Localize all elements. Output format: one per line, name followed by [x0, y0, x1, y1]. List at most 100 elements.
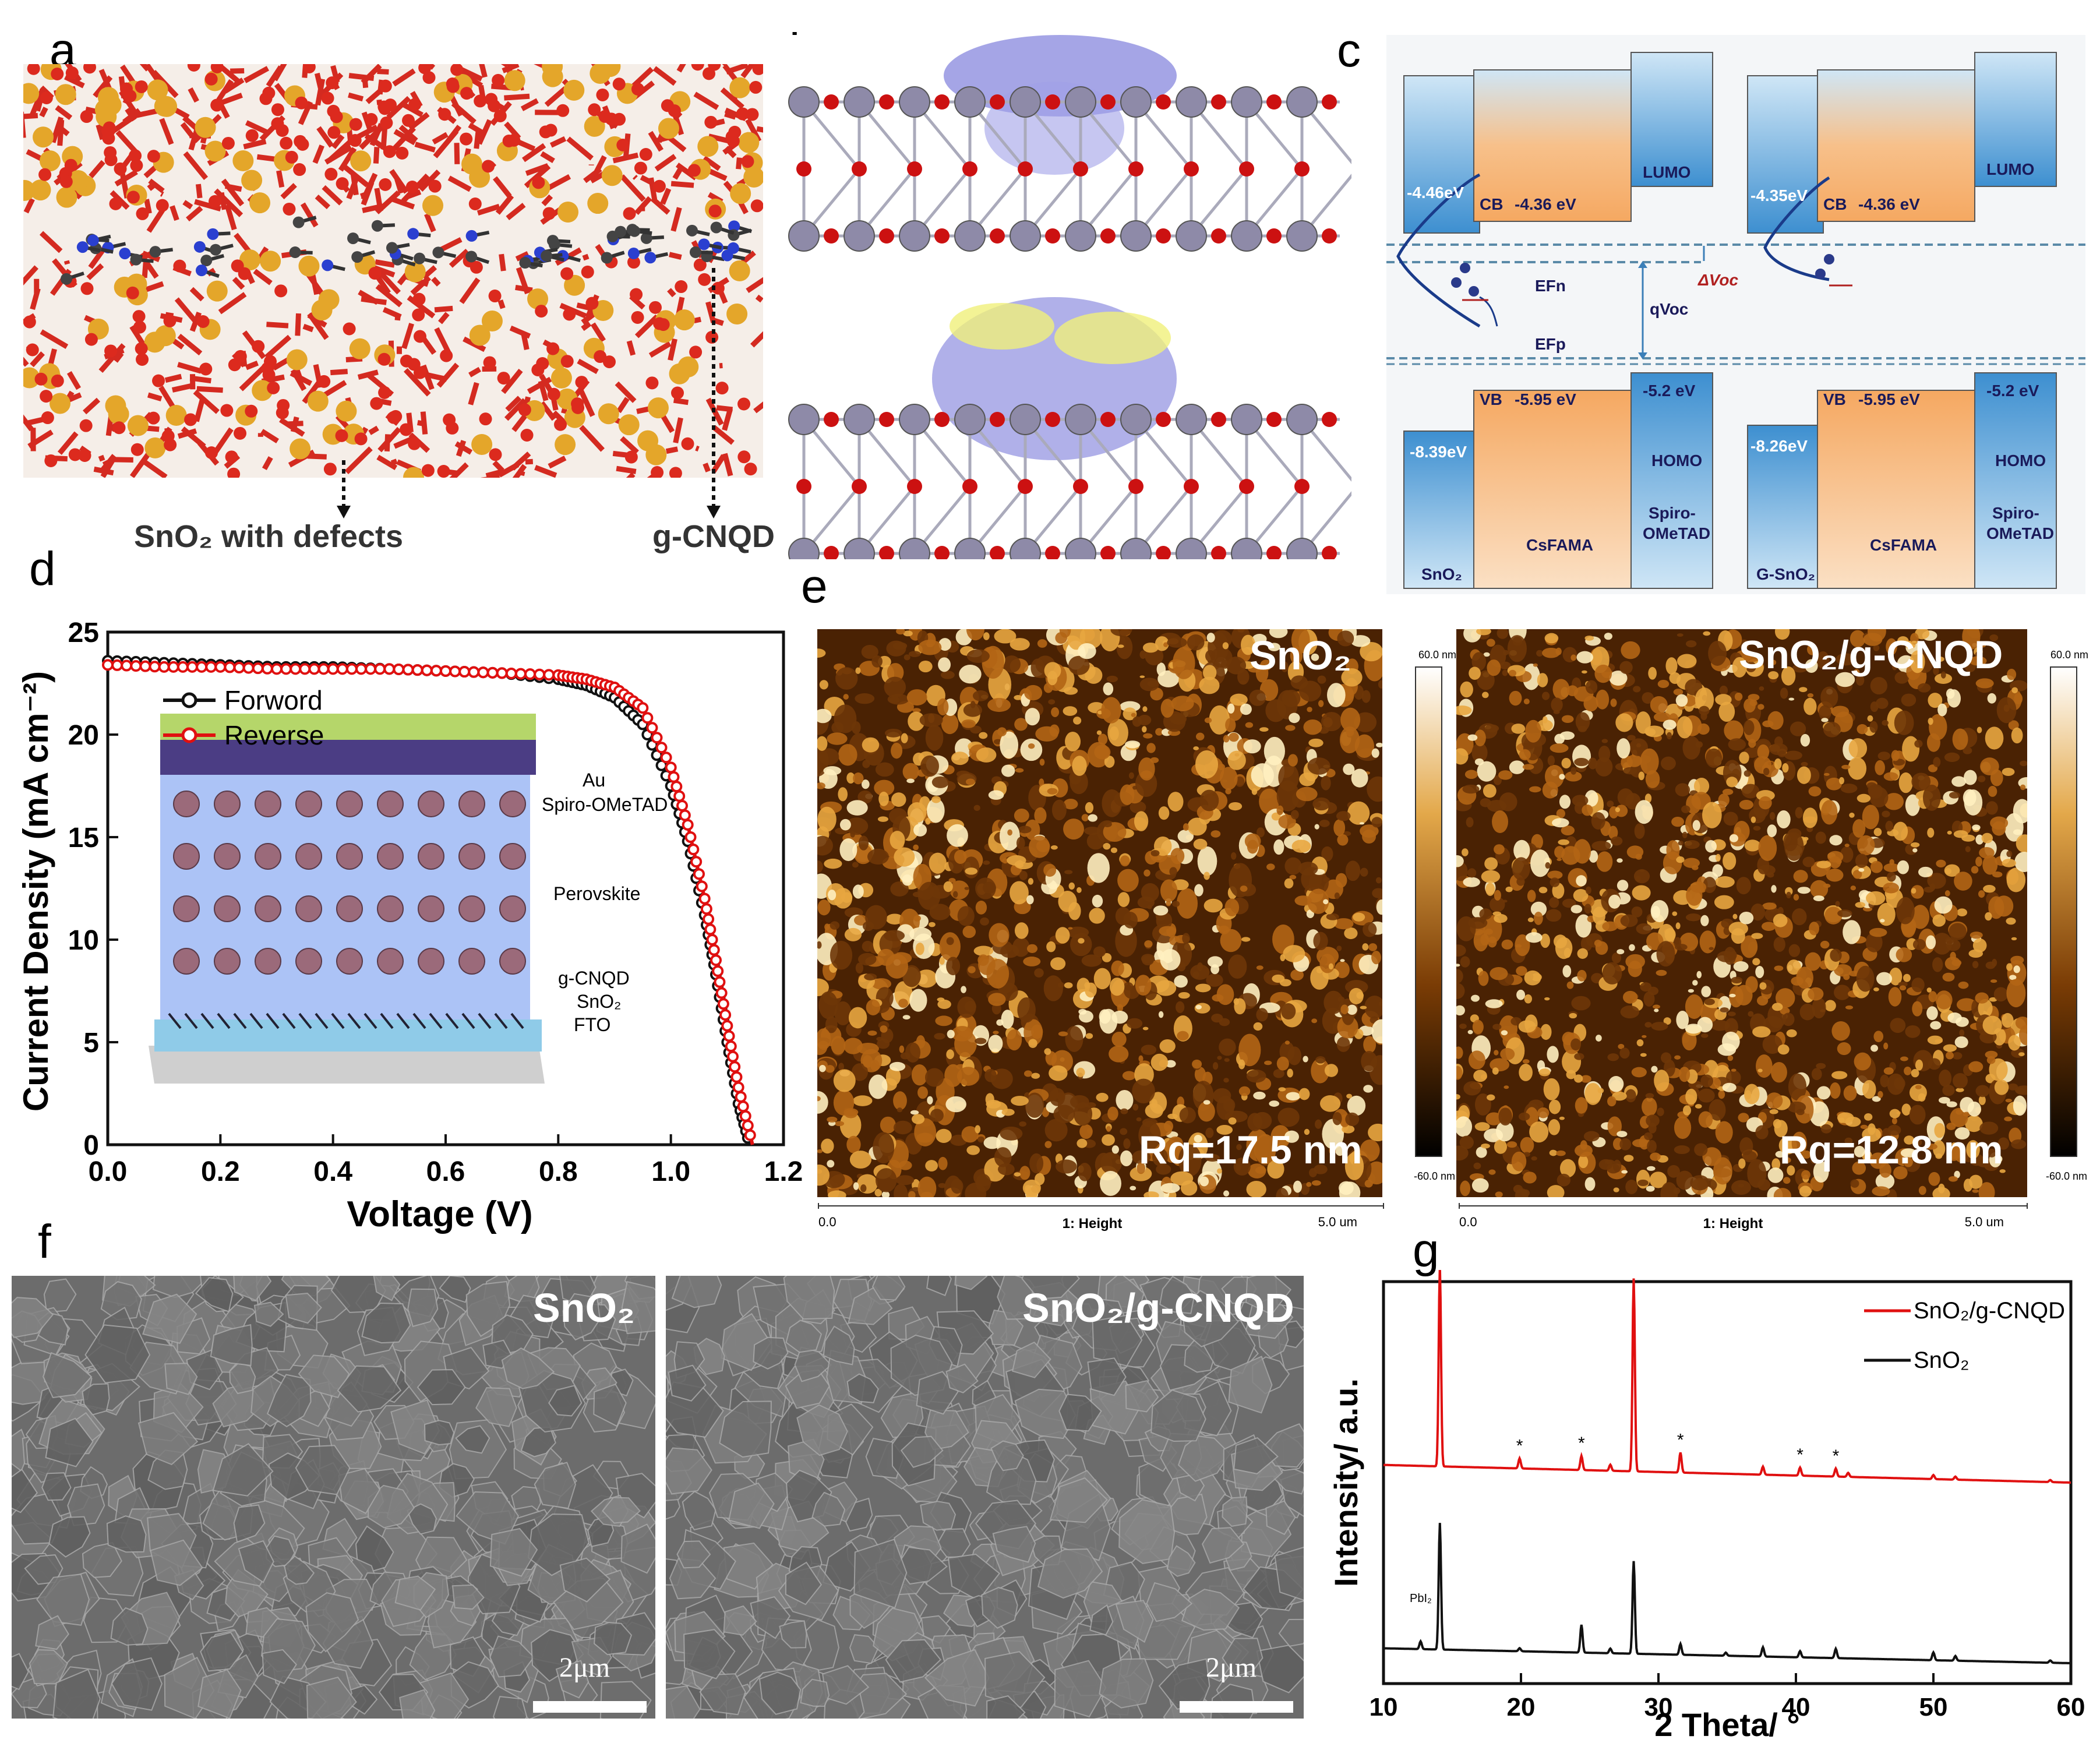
jv-point-reverse — [505, 667, 517, 679]
sn-atom — [843, 86, 875, 118]
afm-grain — [1651, 1022, 1668, 1031]
afm-grain — [1632, 885, 1651, 901]
sno2-bond — [253, 269, 273, 285]
o-atom — [293, 163, 306, 177]
afm-grain — [1901, 693, 1917, 707]
afm-grain — [1896, 947, 1912, 962]
sno2-bond — [312, 144, 324, 164]
afm-grain — [1502, 650, 1509, 655]
afm-grain — [1953, 1073, 1968, 1089]
afm-grain — [1934, 1123, 1946, 1138]
afm-grain — [1663, 719, 1677, 730]
sno2-bond — [676, 64, 686, 73]
jv-point-reverse — [673, 790, 686, 802]
afm-grain — [899, 1045, 905, 1053]
afm-grain — [1947, 689, 1961, 708]
sem-grain — [106, 1515, 147, 1553]
jv-point-reverse — [668, 771, 680, 783]
afm-grain — [1029, 1153, 1044, 1174]
o-atom — [691, 64, 704, 71]
afm-grain — [1211, 1014, 1223, 1023]
afm-grain — [1750, 903, 1765, 921]
afm-grain — [1562, 965, 1572, 978]
jv-point-reverse — [449, 665, 461, 678]
afm-grain — [1068, 902, 1081, 920]
afm-grain — [1501, 1030, 1508, 1036]
afm-grain — [1551, 697, 1563, 712]
afm-grain — [1031, 1072, 1040, 1079]
o-atom — [196, 315, 210, 329]
afm-grain — [2009, 975, 2017, 980]
o-atom — [130, 159, 143, 172]
afm-grain — [1527, 890, 1536, 902]
afm-grain — [1915, 1059, 1923, 1071]
gcnqd-bond — [445, 1012, 459, 1029]
sno2-bond — [468, 382, 479, 405]
sem-grain — [298, 1354, 350, 1399]
afm-grain — [1835, 672, 1855, 687]
afm-grain — [1910, 842, 1920, 848]
sno2-bond — [260, 429, 279, 443]
afm-grain — [1607, 1053, 1619, 1061]
sno2-bond — [189, 287, 204, 302]
sno2-bond — [386, 96, 411, 120]
afm-grain — [1807, 644, 1817, 655]
afm-grain — [1371, 951, 1381, 965]
sno2-bond — [300, 202, 319, 228]
afm-grain — [1782, 763, 1789, 773]
o-atom — [271, 117, 284, 130]
afm-grain — [1084, 982, 1090, 989]
afm-grain — [1490, 967, 1508, 980]
afm-grain — [1771, 659, 1777, 665]
afm-grain — [1619, 661, 1633, 674]
sno2-bond — [616, 465, 637, 474]
afm-grain — [1812, 997, 1826, 1019]
sno2-bond — [512, 464, 527, 478]
o-atom — [693, 258, 707, 271]
afm-grain — [1935, 990, 1953, 1010]
jv-point-reverse — [130, 660, 142, 672]
afm-grain — [1478, 971, 1489, 986]
sem-grain — [43, 1352, 93, 1399]
afm-grain — [1360, 867, 1368, 877]
sem-grain — [451, 1584, 485, 1610]
afm-grain — [982, 881, 996, 894]
afm-grain — [890, 831, 905, 849]
jv-point-reverse — [651, 732, 663, 744]
afm-grain — [1743, 719, 1755, 735]
afm-grain — [1281, 661, 1289, 672]
afm-grain — [1912, 848, 1918, 853]
afm-grain — [1762, 1035, 1783, 1054]
afm-grain — [1324, 1064, 1339, 1077]
jv-xtick-label: 0.0 — [89, 1156, 128, 1187]
afm-grain — [913, 823, 927, 837]
afm-grain — [1068, 927, 1073, 930]
o-atom — [365, 112, 378, 126]
afm-grain — [1216, 1125, 1233, 1135]
afm-grain — [1463, 1081, 1481, 1096]
afm-grain — [1078, 938, 1085, 944]
afm-grain — [1150, 687, 1163, 701]
afm-grain — [1709, 947, 1714, 950]
afm-grain — [983, 1137, 1001, 1149]
sem-grain — [52, 1668, 101, 1719]
afm-grain — [929, 852, 947, 874]
afm-grain — [1000, 731, 1019, 759]
device-schematic-inset — [149, 714, 545, 1084]
sno2-bond — [724, 111, 736, 120]
afm-grain — [1347, 1004, 1357, 1015]
sno2-bond — [183, 151, 209, 181]
sno2-bond — [670, 207, 682, 232]
afm-grain — [1155, 728, 1163, 736]
afm-grain — [1761, 922, 1776, 931]
afm-grain — [1296, 786, 1318, 802]
afm-grain — [1726, 777, 1738, 788]
sno2-bond — [515, 251, 530, 262]
sno2-bond — [177, 333, 203, 356]
afm-grain — [1502, 669, 1508, 676]
afm-grain — [1962, 629, 1981, 650]
afm-grain — [1014, 809, 1029, 823]
afm-grain — [1999, 1169, 2006, 1173]
afm-grain — [1763, 767, 1770, 776]
afm-grain — [1757, 704, 1764, 710]
